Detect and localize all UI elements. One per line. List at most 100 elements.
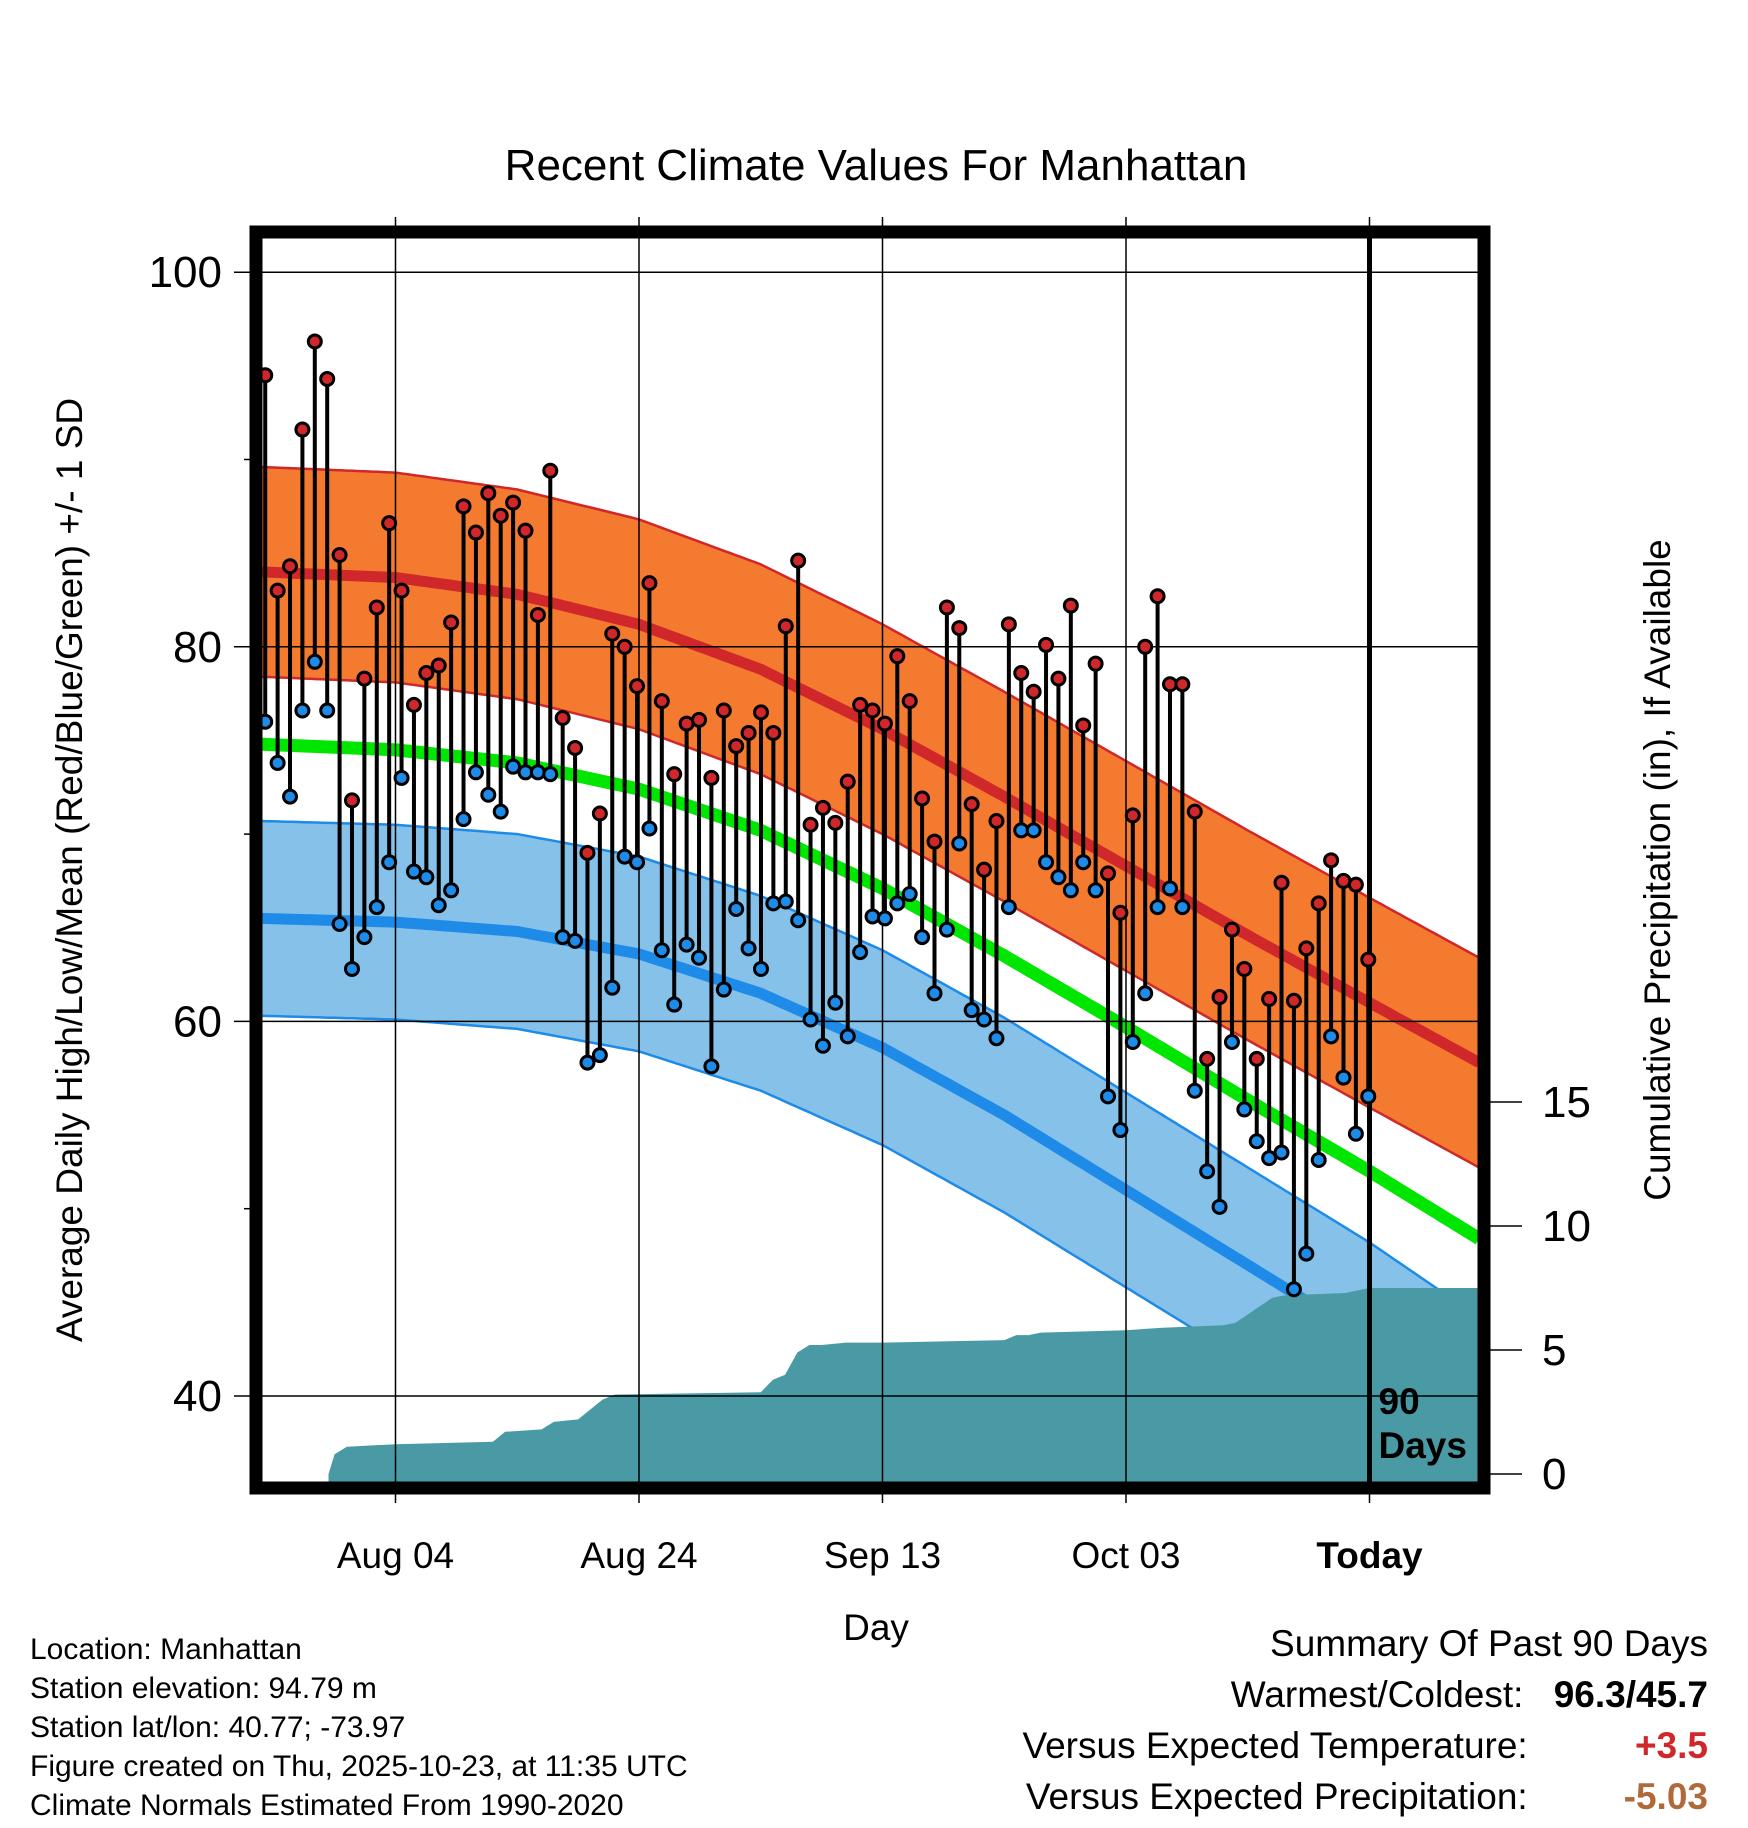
daily-high-point <box>901 693 918 710</box>
daily-low-point <box>405 863 422 880</box>
daily-high-point <box>988 812 1005 829</box>
daily-low-point <box>430 897 447 914</box>
daily-high-point <box>542 462 559 479</box>
daily-high-point <box>1323 852 1340 869</box>
daily-low-point <box>1248 1133 1265 1150</box>
daily-low-point <box>1310 1152 1327 1169</box>
daily-low-point <box>1161 880 1178 897</box>
daily-low-point <box>1112 1122 1129 1139</box>
daily-high-point <box>567 739 584 756</box>
daily-low-point <box>1038 854 1055 871</box>
y-tick-label: 100 <box>149 248 222 297</box>
daily-high-point <box>529 606 546 623</box>
station-info: Location: Manhattan Station elevation: 9… <box>30 1630 688 1825</box>
daily-high-point <box>616 638 633 655</box>
daily-low-point <box>629 854 646 871</box>
daily-low-point <box>331 916 348 933</box>
coldest-value: 45.7 <box>1635 1674 1708 1715</box>
daily-high-point <box>1298 940 1315 957</box>
daily-low-point <box>505 758 522 775</box>
daily-low-point <box>443 882 460 899</box>
daily-high-point <box>1236 960 1253 977</box>
daily-low-point <box>579 1054 596 1071</box>
daily-high-point <box>1013 665 1030 682</box>
daily-high-point <box>1360 951 1377 968</box>
daily-high-point <box>1273 874 1290 891</box>
daily-low-point <box>864 908 881 925</box>
daily-low-point <box>343 960 360 977</box>
y-tick-label: 40 <box>173 1372 222 1421</box>
daily-high-point <box>1285 992 1302 1009</box>
daily-low-point <box>1075 854 1092 871</box>
daily-low-point <box>1261 1150 1278 1167</box>
daily-high-point <box>728 738 745 755</box>
daily-low-point <box>1223 1034 1240 1051</box>
daily-high-point <box>814 799 831 816</box>
warmest-value: 96.3 <box>1553 1674 1626 1715</box>
daily-high-point <box>1149 588 1166 605</box>
daily-low-point <box>839 1028 856 1045</box>
summary-panel: Summary Of Past 90 Days Warmest/Coldest:… <box>1022 1618 1708 1822</box>
value-separator: / <box>1625 1674 1636 1715</box>
normal-low-band-upper-edge <box>262 819 1478 1319</box>
daily-low-point <box>889 895 906 912</box>
daily-low-point <box>740 940 757 957</box>
normals-text: Climate Normals Estimated From 1990-2020 <box>30 1789 624 1822</box>
daily-low-point <box>262 713 274 730</box>
daily-high-point <box>1186 803 1203 820</box>
daily-high-point <box>1087 655 1104 672</box>
daily-low-point <box>1137 985 1154 1002</box>
daily-low-point <box>1062 882 1079 899</box>
daily-high-point <box>691 711 708 728</box>
daily-high-point <box>777 618 794 635</box>
daily-low-point <box>777 893 794 910</box>
daily-low-point <box>938 921 955 938</box>
latlon-text: Station lat/lon: 40.77; -73.97 <box>30 1711 406 1744</box>
daily-high-point <box>938 599 955 616</box>
daily-high-point <box>740 724 757 741</box>
daily-high-point <box>306 333 323 350</box>
daily-high-point <box>269 582 286 599</box>
created-text: Figure created on Thu, 2025-10-23, at 11… <box>30 1750 688 1783</box>
daily-low-point <box>1211 1198 1228 1215</box>
precip-anomaly-label: Versus Expected Precipitation: <box>1025 1776 1528 1817</box>
daily-high-point <box>604 625 621 642</box>
x-tick-label: Aug 24 <box>580 1535 697 1576</box>
daily-high-point <box>591 805 608 822</box>
daily-low-point <box>1174 899 1191 916</box>
x-tick-label: Today <box>1316 1535 1423 1576</box>
daily-low-point <box>951 835 968 852</box>
daily-low-point <box>963 1002 980 1019</box>
x-tick-label: Oct 03 <box>1072 1535 1181 1576</box>
daily-low-point <box>1087 882 1104 899</box>
daily-low-point <box>914 929 931 946</box>
daily-high-point <box>1038 636 1055 653</box>
warmest-coldest-value: 96.3/45.7 <box>1554 1669 1708 1720</box>
daily-low-point <box>926 985 943 1002</box>
chart-title: Recent Climate Values For Manhattan <box>505 141 1248 190</box>
daily-low-point <box>827 994 844 1011</box>
daily-high-point <box>455 498 472 515</box>
y-tick-label: 80 <box>173 623 222 672</box>
daily-high-point <box>715 702 732 719</box>
daily-low-point <box>976 1011 993 1028</box>
daily-low-point <box>678 936 695 953</box>
location-text: Location: Manhattan <box>30 1633 302 1666</box>
daily-low-point <box>381 854 398 871</box>
period-label-line1: 90 <box>1379 1381 1420 1422</box>
daily-high-point <box>467 524 484 541</box>
daily-low-point <box>752 960 769 977</box>
daily-low-point <box>319 702 336 719</box>
daily-low-point <box>1298 1245 1315 1262</box>
y-right-tick-label: 0 <box>1542 1450 1566 1499</box>
daily-high-point <box>765 724 782 741</box>
daily-high-point <box>641 575 658 592</box>
daily-low-point <box>356 929 373 946</box>
daily-low-point <box>306 653 323 670</box>
daily-high-point <box>963 796 980 813</box>
daily-low-point <box>1186 1082 1203 1099</box>
daily-high-point <box>839 773 856 790</box>
daily-high-point <box>579 844 596 861</box>
daily-low-point <box>1025 822 1042 839</box>
daily-high-point <box>443 614 460 631</box>
